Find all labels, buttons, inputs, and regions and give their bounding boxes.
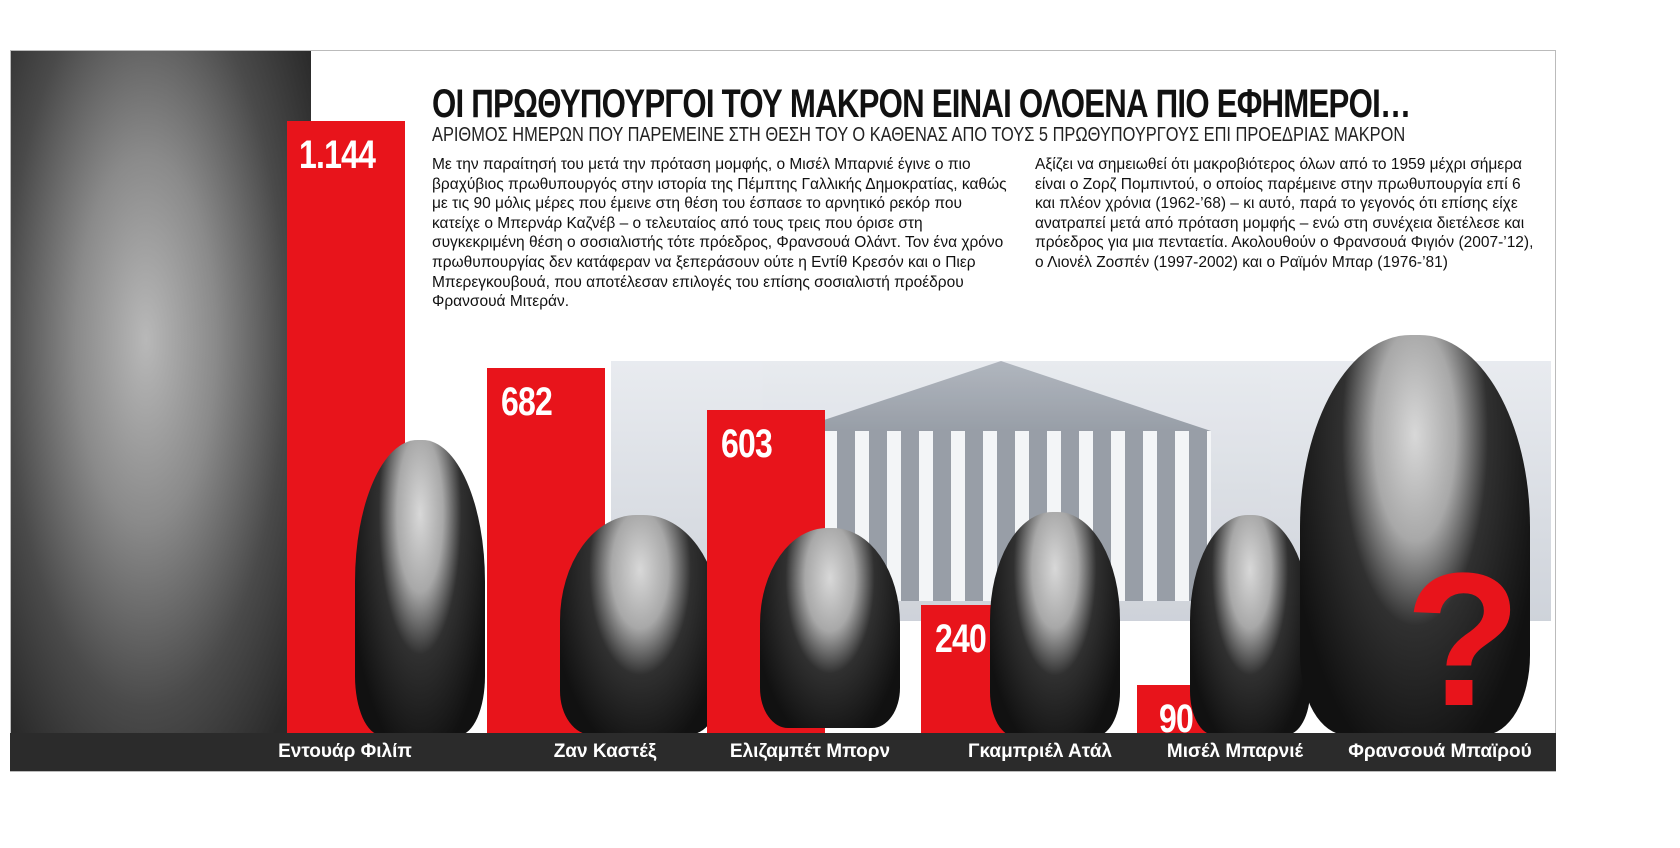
category-label: Ελιζαμπέτ Μπορν — [729, 741, 891, 762]
person-photo — [560, 515, 720, 735]
person-photo — [355, 440, 485, 735]
bar-value-label: 240 — [935, 616, 987, 661]
bar-value-label: 603 — [721, 422, 773, 467]
macron-portrait — [11, 51, 311, 771]
person-photo — [1300, 335, 1530, 735]
person-photo — [1190, 515, 1310, 735]
chart-title: ΟΙ ΠΡΩΘΥΠΟΥΡΓΟΙ ΤΟΥ ΜΑΚΡΟΝ ΕΙΝΑΙ ΟΛΟΕΝΑ … — [432, 82, 1411, 126]
bar-value-label: 682 — [501, 380, 553, 425]
person-photo — [990, 512, 1120, 737]
paragraph-right: Αξίζει να σημειωθεί ότι μακροβιότερος όλ… — [1035, 156, 1534, 271]
category-label: Γκαμπριέλ Ατάλ — [968, 741, 1112, 762]
category-label: Μισέλ Μπαρνιέ — [1166, 741, 1304, 762]
person-photo — [760, 528, 900, 728]
question-mark-label: ? — [1405, 534, 1522, 746]
chart-subtitle: ΑΡΙΘΜΟΣ ΗΜΕΡΩΝ ΠΟΥ ΠΑΡΕΜΕΙΝΕ ΣΤΗ ΘΕΣΗ ΤΟ… — [432, 124, 1406, 146]
bar-value-label: 1.144 — [299, 133, 376, 177]
category-label: Φρανσουά Μπαϊρού — [1348, 741, 1532, 762]
paragraph-left: Με την παραίτησή του μετά την πρόταση μο… — [432, 156, 1007, 311]
names-strip — [10, 733, 1556, 771]
category-label: Ζαν Καστέξ — [553, 741, 657, 762]
category-label: Εντουάρ Φιλίπ — [278, 741, 412, 762]
